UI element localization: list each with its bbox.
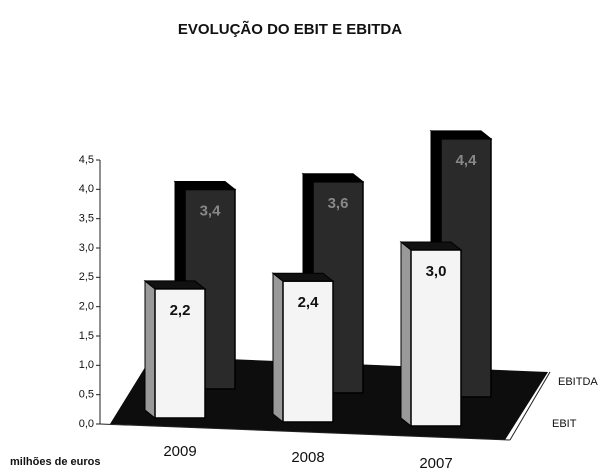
x-axis bbox=[99, 423, 511, 441]
bar bbox=[410, 249, 462, 427]
y-tick-label: 1,0 bbox=[79, 359, 94, 371]
value-label: 2,2 bbox=[170, 302, 191, 319]
y-tick-label: 0,5 bbox=[79, 389, 94, 401]
bar-top bbox=[271, 272, 335, 282]
y-tick-label: 3,0 bbox=[79, 242, 94, 254]
value-label: 3,4 bbox=[200, 203, 222, 220]
legend-label: EBIT bbox=[552, 418, 577, 430]
bar bbox=[154, 288, 206, 419]
depth-axis bbox=[509, 371, 551, 441]
y-tick-label: 4,5 bbox=[79, 154, 94, 166]
y-tick-label: 4,0 bbox=[79, 183, 94, 195]
bar-top bbox=[143, 280, 207, 290]
value-label: 3,0 bbox=[426, 263, 447, 280]
y-tick-label: 3,5 bbox=[79, 213, 94, 225]
bar-top bbox=[173, 181, 237, 191]
chart-title: EVOLUÇÃO DO EBIT E EBITDA bbox=[178, 20, 402, 38]
x-tick-label: 2009 bbox=[163, 443, 196, 460]
x-tick-label: 2008 bbox=[291, 449, 324, 466]
value-label: 2,4 bbox=[298, 294, 320, 311]
bar-side bbox=[144, 279, 156, 420]
bar-side bbox=[400, 240, 412, 428]
x-tick-label: 2007 bbox=[419, 455, 452, 472]
y-tick-label: 2,5 bbox=[79, 271, 94, 283]
unit-label: milhões de euros bbox=[10, 456, 100, 468]
bar-top bbox=[301, 173, 365, 183]
y-tick-label: 0,0 bbox=[79, 418, 94, 430]
y-tick-label: 2,0 bbox=[79, 301, 94, 313]
bar-top bbox=[429, 130, 493, 140]
bar-top bbox=[399, 241, 463, 251]
bar-side bbox=[272, 272, 284, 424]
legend-label: EBITDA bbox=[558, 376, 598, 388]
y-tick-label: 1,5 bbox=[79, 330, 94, 342]
bar bbox=[282, 280, 334, 423]
value-label: 3,6 bbox=[328, 195, 349, 212]
value-label: 4,4 bbox=[456, 152, 478, 169]
